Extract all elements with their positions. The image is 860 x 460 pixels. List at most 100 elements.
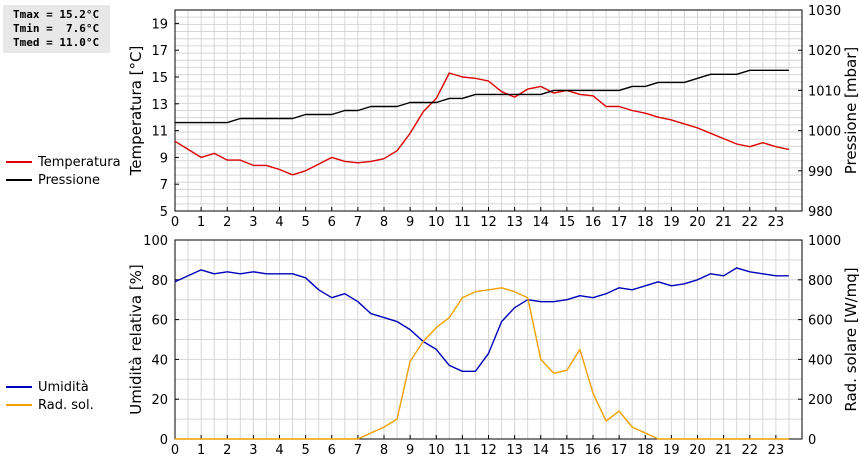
top-y2-tick-label: 1020 xyxy=(808,44,841,59)
top-x-tick-label: 6 xyxy=(328,215,336,230)
top-x-tick-label: 11 xyxy=(454,215,471,230)
top-x-tick-label: 14 xyxy=(532,215,549,230)
legend-swatch-pressione xyxy=(6,179,32,181)
top-x-tick-label: 15 xyxy=(559,215,576,230)
bottom-x-tick-label: 18 xyxy=(637,443,654,458)
bottom-x-tick-label: 16 xyxy=(585,443,602,458)
top-x-tick-label: 19 xyxy=(663,215,680,230)
bottom-x-tick-label: 10 xyxy=(428,443,445,458)
top-x-tick-label: 9 xyxy=(406,215,414,230)
bottom-y2-tick-label: 600 xyxy=(808,314,833,329)
legend-swatch-umidita xyxy=(6,386,32,388)
legend-label-pressione: Pressione xyxy=(38,172,101,188)
bottom-x-tick-label: 22 xyxy=(741,443,758,458)
top-y-tick-label: 5 xyxy=(160,205,168,220)
top-y2-tick-label: 1000 xyxy=(808,125,841,140)
bottom-x-tick-label: 12 xyxy=(480,443,497,458)
legend-swatch-radsol xyxy=(6,404,32,406)
bottom-x-tick-label: 15 xyxy=(559,443,576,458)
bottom-y-axis-title: Umidità relativa [%] xyxy=(127,264,145,415)
bottom-x-tick-label: 2 xyxy=(223,443,231,458)
top-x-tick-label: 5 xyxy=(301,215,309,230)
bottom-x-tick-label: 4 xyxy=(275,443,283,458)
bottom-y-tick-label: 60 xyxy=(151,314,168,329)
bottom-x-tick-label: 1 xyxy=(197,443,205,458)
bottom-y-tick-label: 40 xyxy=(151,353,168,368)
bottom-y2-tick-label: 0 xyxy=(808,433,816,448)
top-x-tick-label: 13 xyxy=(506,215,523,230)
bottom-x-tick-label: 0 xyxy=(171,443,179,458)
legend-label-radsol: Rad. sol. xyxy=(38,397,94,413)
top-x-tick-label: 20 xyxy=(689,215,706,230)
stats-box: Tmax = 15.2°C Tmin = 7.6°C Tmed = 11.0°C xyxy=(3,5,110,53)
bottom-y-tick-label: 80 xyxy=(151,274,168,289)
top-y-tick-label: 15 xyxy=(151,71,168,86)
top-y-tick-label: 7 xyxy=(160,178,168,193)
bottom-x-tick-label: 23 xyxy=(768,443,785,458)
top-x-tick-label: 23 xyxy=(768,215,785,230)
legend-item-radsol: Rad. sol. xyxy=(6,396,94,414)
legend-item-umidita: Umidità xyxy=(6,378,94,396)
legend-label-temperatura: Temperatura xyxy=(38,154,121,170)
top-y2-axis-title: Pressione [mbar] xyxy=(842,47,860,175)
top-y-tick-label: 9 xyxy=(160,151,168,166)
top-y2-tick-label: 1030 xyxy=(808,4,841,19)
top-x-tick-label: 3 xyxy=(249,215,257,230)
top-x-tick-label: 16 xyxy=(585,215,602,230)
top-y-tick-label: 13 xyxy=(151,98,168,113)
bottom-x-tick-label: 17 xyxy=(611,443,628,458)
bottom-x-tick-label: 21 xyxy=(715,443,732,458)
bottom-y-tick-label: 100 xyxy=(143,234,168,249)
series-pressione-line xyxy=(175,69,789,124)
bottom-y-tick-label: 20 xyxy=(151,393,168,408)
bottom-x-tick-label: 8 xyxy=(380,443,388,458)
legend-bottom: Umidità Rad. sol. xyxy=(6,378,94,414)
bottom-y-tick-label: 0 xyxy=(160,433,168,448)
legend-item-temperatura: Temperatura xyxy=(6,153,121,171)
legend-label-umidita: Umidità xyxy=(38,379,89,395)
top-x-tick-label: 0 xyxy=(171,215,179,230)
series-temperatura-line xyxy=(174,72,790,176)
top-y2-tick-label: 1010 xyxy=(808,84,841,99)
bottom-y2-tick-label: 400 xyxy=(808,353,833,368)
stats-tmed: Tmed = 11.0°C xyxy=(13,36,100,49)
legend-item-pressione: Pressione xyxy=(6,171,121,189)
top-y-tick-label: 19 xyxy=(151,17,168,32)
top-x-tick-label: 1 xyxy=(197,215,205,230)
legend-top: Temperatura Pressione xyxy=(6,153,121,189)
top-y-tick-label: 11 xyxy=(151,125,168,140)
bottom-y2-tick-label: 800 xyxy=(808,274,833,289)
bottom-x-tick-label: 9 xyxy=(406,443,414,458)
top-x-tick-label: 22 xyxy=(741,215,758,230)
top-x-tick-label: 4 xyxy=(275,215,283,230)
bottom-x-tick-label: 13 xyxy=(506,443,523,458)
bottom-x-tick-label: 3 xyxy=(249,443,257,458)
bottom-x-tick-label: 19 xyxy=(663,443,680,458)
bottom-y2-tick-label: 1000 xyxy=(808,234,841,249)
top-x-tick-label: 8 xyxy=(380,215,388,230)
bottom-y2-tick-label: 200 xyxy=(808,393,833,408)
top-y2-tick-label: 980 xyxy=(808,205,833,220)
top-y-tick-label: 17 xyxy=(151,44,168,59)
top-x-tick-label: 18 xyxy=(637,215,654,230)
stats-tmin: Tmin = 7.6°C xyxy=(13,22,100,35)
top-x-tick-label: 7 xyxy=(354,215,362,230)
legend-swatch-temperatura xyxy=(6,161,32,163)
bottom-x-tick-label: 6 xyxy=(328,443,336,458)
top-x-tick-label: 2 xyxy=(223,215,231,230)
bottom-x-tick-label: 5 xyxy=(301,443,309,458)
bottom-x-tick-label: 20 xyxy=(689,443,706,458)
bottom-x-tick-label: 7 xyxy=(354,443,362,458)
top-x-tick-label: 10 xyxy=(428,215,445,230)
bottom-x-tick-label: 11 xyxy=(454,443,471,458)
top-y-axis-title: Temperatura [°C] xyxy=(127,46,145,177)
series-rad-sol-line xyxy=(175,287,789,440)
stats-tmax: Tmax = 15.2°C xyxy=(13,8,100,21)
top-x-tick-label: 21 xyxy=(715,215,732,230)
top-x-tick-label: 12 xyxy=(480,215,497,230)
top-x-tick-label: 17 xyxy=(611,215,628,230)
bottom-y2-axis-title: Rad. solare [W/mq] xyxy=(842,267,860,411)
top-y2-tick-label: 990 xyxy=(808,165,833,180)
series-umidit-line xyxy=(174,267,789,372)
